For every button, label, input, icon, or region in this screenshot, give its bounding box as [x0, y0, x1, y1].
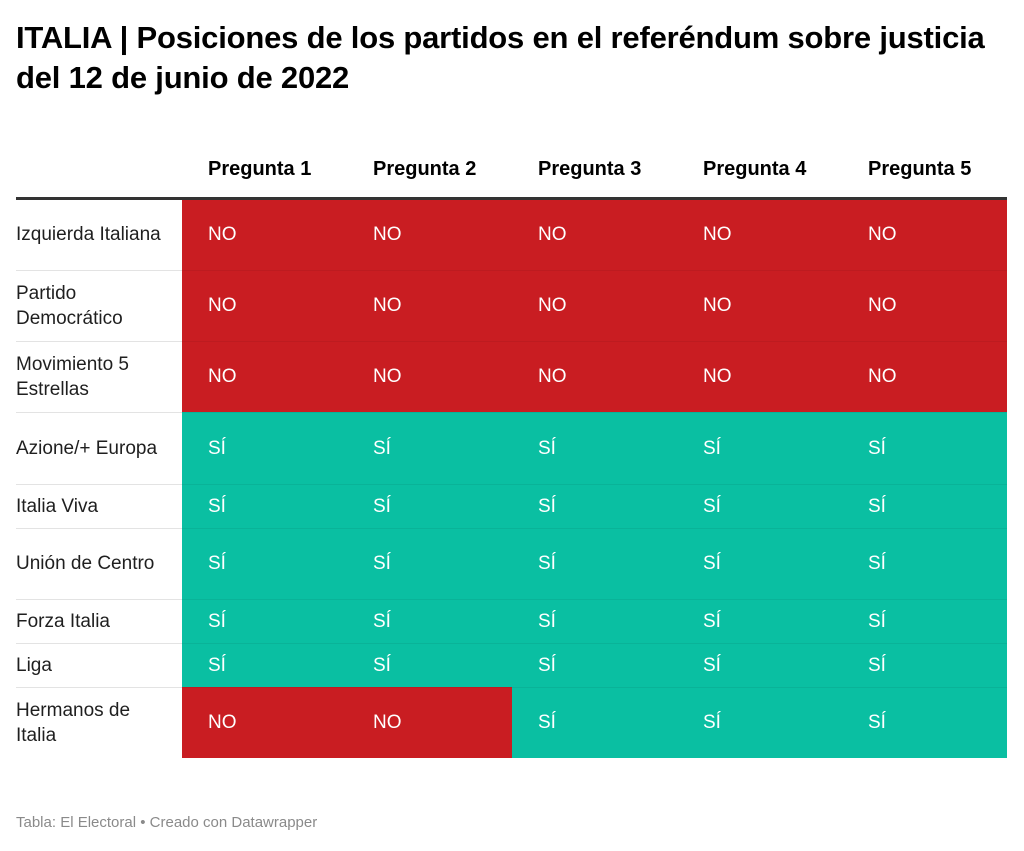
- position-cell: NO: [842, 341, 1007, 413]
- party-name: Azione/+ Europa: [16, 412, 182, 485]
- position-cell: SÍ: [347, 412, 512, 485]
- referendum-table-container: Pregunta 1 Pregunta 2 Pregunta 3 Pregunt…: [16, 140, 1007, 758]
- party-name: Hermanos de Italia: [16, 699, 131, 746]
- position-cell: SÍ: [182, 412, 347, 485]
- position-cell: SÍ: [842, 687, 1007, 758]
- position-cell: NO: [842, 270, 1007, 342]
- party-name: Forza Italia: [16, 599, 182, 644]
- party-name: Partido Democrático: [16, 270, 182, 342]
- position-cell: SÍ: [842, 599, 1007, 644]
- table-row: Izquierda Italiana NO NO NO NO NO: [16, 198, 1007, 271]
- position-cell: SÍ: [512, 687, 677, 758]
- column-header-pregunta-1[interactable]: Pregunta 1: [182, 140, 347, 200]
- table-row: Hermanos de Italia NO NO SÍ SÍ SÍ: [16, 687, 1007, 758]
- party-name: Movimiento 5 Estrellas: [16, 341, 182, 413]
- position-cell: SÍ: [512, 484, 677, 529]
- party-column-header: [16, 140, 182, 200]
- position-cell: NO: [347, 198, 512, 271]
- position-cell: SÍ: [512, 599, 677, 644]
- column-header-pregunta-2[interactable]: Pregunta 2: [347, 140, 512, 200]
- position-cell: SÍ: [347, 599, 512, 644]
- position-cell: SÍ: [842, 643, 1007, 688]
- position-cell: SÍ: [182, 599, 347, 644]
- table-row: Movimiento 5 Estrellas NO NO NO NO NO: [16, 341, 1007, 413]
- position-cell: NO: [347, 270, 512, 342]
- position-cell: NO: [842, 198, 1007, 271]
- position-cell: SÍ: [677, 687, 842, 758]
- column-header-pregunta-4[interactable]: Pregunta 4: [677, 140, 842, 200]
- table-row: Forza Italia SÍ SÍ SÍ SÍ SÍ: [16, 599, 1007, 644]
- table-row: Azione/+ Europa SÍ SÍ SÍ SÍ SÍ: [16, 412, 1007, 485]
- party-name: Unión de Centro: [16, 528, 182, 600]
- position-cell: SÍ: [347, 528, 512, 600]
- position-cell: NO: [512, 198, 677, 271]
- column-header-pregunta-5[interactable]: Pregunta 5: [842, 140, 1007, 200]
- party-name: Liga: [16, 643, 182, 688]
- position-cell: NO: [512, 270, 677, 342]
- position-cell: SÍ: [512, 643, 677, 688]
- table-row: Unión de Centro SÍ SÍ SÍ SÍ SÍ: [16, 528, 1007, 600]
- position-cell: NO: [182, 341, 347, 413]
- position-cell: NO: [677, 270, 842, 342]
- position-cell: SÍ: [677, 484, 842, 529]
- table-row: Partido Democrático NO NO NO NO NO: [16, 270, 1007, 342]
- table-body: Izquierda Italiana NO NO NO NO NO Partido Demo…: [16, 198, 1007, 758]
- position-cell: NO: [677, 198, 842, 271]
- table-row: Liga SÍ SÍ SÍ SÍ SÍ: [16, 643, 1007, 688]
- source-note: Tabla: El Electoral • Creado con Datawra…: [16, 814, 318, 831]
- position-cell: SÍ: [677, 528, 842, 600]
- position-cell: SÍ: [512, 412, 677, 485]
- position-cell: NO: [182, 270, 347, 342]
- position-cell: SÍ: [512, 528, 677, 600]
- position-cell: SÍ: [677, 599, 842, 644]
- position-cell: SÍ: [842, 484, 1007, 529]
- referendum-table: Pregunta 1 Pregunta 2 Pregunta 3 Pregunt…: [16, 140, 1007, 758]
- position-cell: SÍ: [182, 528, 347, 600]
- position-cell: SÍ: [182, 484, 347, 529]
- chart-title: ITALIA | Posiciones de los partidos en e…: [16, 20, 985, 95]
- party-name: Izquierda Italiana: [16, 198, 182, 271]
- position-cell: NO: [512, 341, 677, 413]
- position-cell: SÍ: [182, 643, 347, 688]
- table-header: Pregunta 1 Pregunta 2 Pregunta 3 Pregunt…: [16, 140, 1007, 200]
- table-row: Italia Viva SÍ SÍ SÍ SÍ SÍ: [16, 484, 1007, 529]
- position-cell: SÍ: [347, 484, 512, 529]
- position-cell: SÍ: [677, 643, 842, 688]
- position-cell: NO: [677, 341, 842, 413]
- position-cell: SÍ: [347, 643, 512, 688]
- position-cell: NO: [347, 341, 512, 413]
- position-cell: SÍ: [842, 528, 1007, 600]
- party-name: Italia Viva: [16, 484, 182, 529]
- column-header-pregunta-3[interactable]: Pregunta 3: [512, 140, 677, 200]
- position-cell: SÍ: [677, 412, 842, 485]
- position-cell: NO: [347, 687, 512, 758]
- header-row: Pregunta 1 Pregunta 2 Pregunta 3 Pregunt…: [16, 140, 1007, 200]
- position-cell: SÍ: [842, 412, 1007, 485]
- position-cell: NO: [182, 198, 347, 271]
- position-cell: NO: [182, 687, 347, 758]
